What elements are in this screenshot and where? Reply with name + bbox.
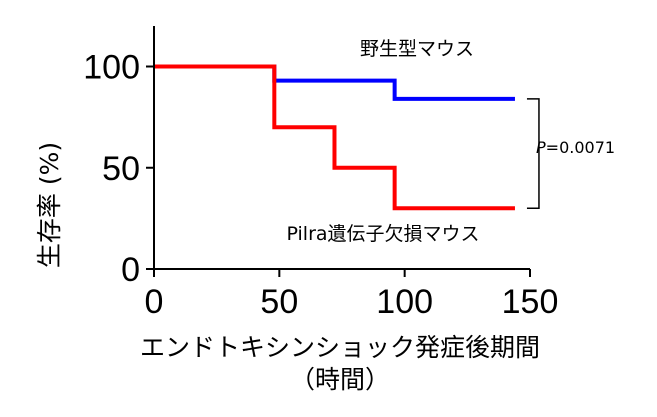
series-label-wild-type: 野生型マウス: [360, 38, 474, 60]
series-label-pilra-knockout: Pilra遺伝子欠損マウス: [286, 223, 479, 245]
p-value-label: P=0.0071: [536, 138, 615, 157]
x-axis-title: エンドトキシンショック発症後期間: [140, 333, 540, 362]
y-tick-label-0: 0: [121, 251, 140, 289]
y-tick-label-100: 100: [83, 49, 140, 87]
x-tick-label-150: 150: [502, 283, 559, 321]
ticks-layer: 0 50 100 0 50 100 150: [83, 49, 558, 322]
x-tick-label-50: 50: [260, 283, 298, 321]
p-symbol: P: [536, 138, 546, 157]
x-tick-label-0: 0: [145, 283, 164, 321]
p-value-bracket: [526, 98, 540, 209]
series-layer: [154, 64, 515, 211]
series-line-wild-type: [154, 64, 515, 101]
x-axis-subtitle: （時間）: [290, 365, 390, 394]
series-line-pilra-knockout: [154, 64, 515, 211]
y-axis-title: 生存率 (%): [35, 142, 64, 268]
x-tick-label-100: 100: [376, 283, 433, 321]
p-value: =0.0071: [546, 138, 615, 157]
y-tick-label-50: 50: [102, 150, 140, 188]
